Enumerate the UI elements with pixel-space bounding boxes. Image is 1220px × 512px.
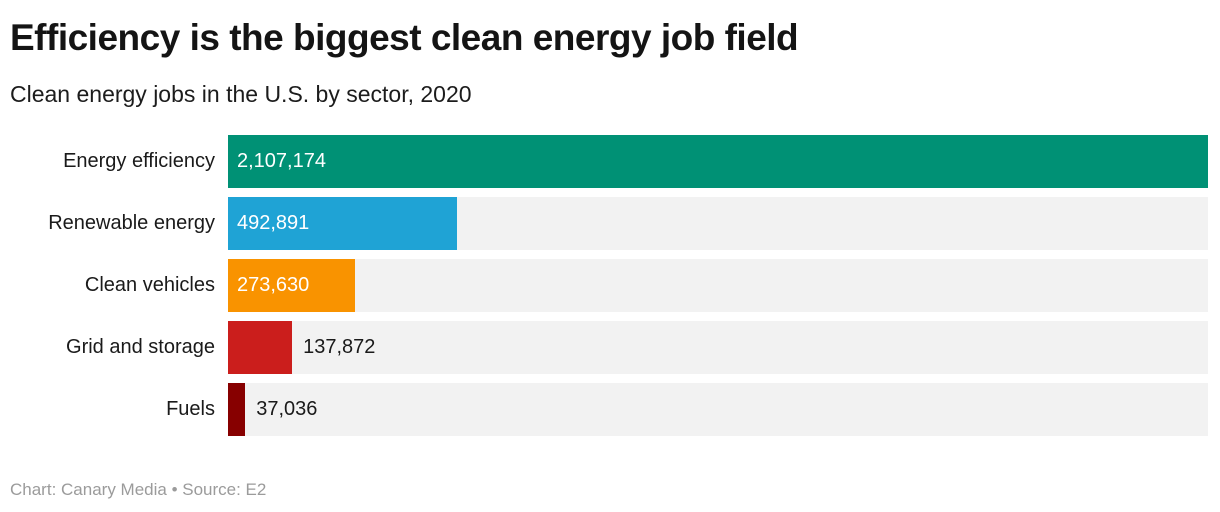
- bar-3: [228, 321, 293, 374]
- chart-title: Efficiency is the biggest clean energy j…: [10, 17, 799, 58]
- bar-1: 492,891: [228, 197, 458, 250]
- bar-0: 2,107,174: [228, 135, 1208, 188]
- bar-value-label: 273,630: [237, 274, 310, 296]
- chart-row: Grid and storage 137,872: [10, 321, 1208, 374]
- bar-value-label: 137,872: [303, 336, 376, 358]
- bar-2: 273,630: [228, 259, 356, 312]
- bar-track: 273,630: [228, 259, 1208, 312]
- bar-value-label: 37,036: [256, 398, 318, 420]
- bar-category-label: Energy efficiency: [63, 150, 215, 172]
- chart-subtitle: Clean energy jobs in the U.S. by sector,…: [10, 81, 472, 107]
- chart-row: Energy efficiency 2,107,174: [10, 135, 1208, 188]
- bar-category-label: Renewable energy: [48, 212, 215, 234]
- bar-category-label: Clean vehicles: [84, 274, 215, 296]
- bar-track: 37,036: [228, 383, 1208, 436]
- bar-category-label: Fuels: [166, 398, 215, 420]
- attribution-text: Chart: Canary Media • Source: E2: [10, 480, 267, 499]
- bar-track: 2,107,174: [228, 135, 1208, 188]
- chart-row: Renewable energy 492,891: [10, 197, 1208, 250]
- bar-track: 137,872: [228, 321, 1208, 374]
- bar-chart: Energy efficiency 2,107,174 Renewable ener…: [10, 135, 1208, 436]
- chart-row: Fuels 37,036: [10, 383, 1208, 436]
- bar-value-label: 492,891: [237, 212, 310, 234]
- bar-category-label: Grid and storage: [66, 336, 215, 358]
- bar-value-label: 2,107,174: [237, 150, 326, 172]
- bar-4: [228, 383, 246, 436]
- chart-row: Clean vehicles 273,630: [10, 259, 1208, 312]
- bar-track: 492,891: [228, 197, 1208, 250]
